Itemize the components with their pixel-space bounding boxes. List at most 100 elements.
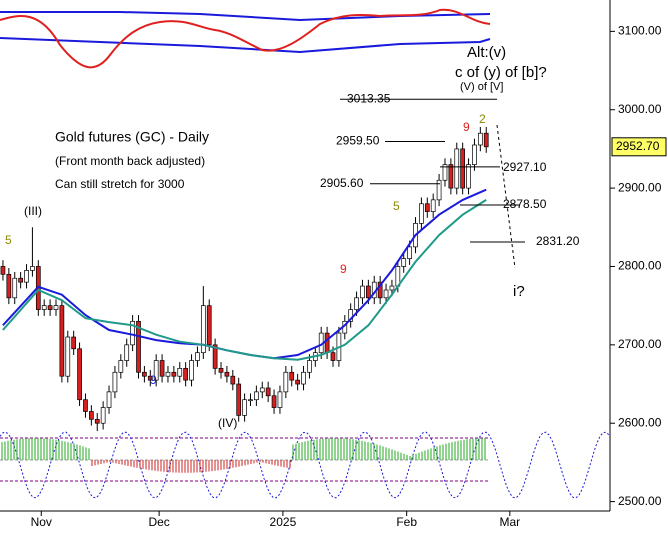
candle-body [248, 399, 253, 402]
candle-body [30, 266, 35, 271]
x-tick-label: Nov [31, 515, 52, 529]
annotation: (III) [24, 204, 42, 218]
candle-body [324, 332, 330, 354]
candle-body [366, 285, 371, 299]
candle-body [348, 309, 354, 322]
candle-body [466, 164, 471, 189]
chart-title: Gold futures (GC) - Daily [55, 129, 209, 145]
candle-body [153, 360, 159, 381]
candle-body [383, 289, 389, 299]
top-indicator [0, 8, 491, 69]
candle-body [53, 305, 59, 310]
candle-body [477, 132, 483, 146]
candle-body [124, 344, 130, 361]
x-tick-label: Mar [499, 515, 520, 529]
candle-body [59, 305, 65, 377]
indicator-line [0, 8, 491, 69]
x-tick-label: Feb [396, 515, 417, 529]
level-label: 3013.35 [347, 91, 391, 105]
candle-body [165, 371, 171, 377]
candle-body [130, 320, 135, 346]
y-tick-label: 3100.00 [618, 24, 662, 38]
candle-body [454, 148, 460, 189]
candle-body [265, 387, 271, 397]
level-label: 2878.50 [503, 197, 547, 211]
x-tick-label: 2025 [270, 515, 297, 529]
candle-body [195, 352, 200, 361]
annotation: 5 [5, 233, 12, 247]
candle-body [419, 203, 424, 224]
candle-body [171, 371, 177, 377]
candle-body [159, 360, 165, 377]
candle-body [100, 407, 106, 424]
level-label: 2831.20 [536, 234, 580, 248]
candle-body [12, 277, 18, 299]
candle-body [354, 297, 359, 310]
candle-body [89, 411, 94, 420]
candle-body [147, 375, 153, 381]
candle-body [47, 305, 53, 310]
level-label: 2959.50 [336, 134, 380, 148]
level-label: 2905.60 [320, 176, 364, 190]
candle-body [307, 360, 312, 373]
annotation: c of (y) of [b]? [455, 64, 547, 81]
candle-body [330, 352, 336, 361]
y-tick-label: 2500.00 [618, 494, 662, 508]
candle-body [118, 360, 124, 373]
annotation: 9 [463, 120, 470, 134]
subtitle: (Front month back adjusted) [55, 154, 205, 168]
candle-body [277, 391, 283, 408]
y-tick-label: 3000.00 [618, 102, 662, 116]
y-tick-label: 2800.00 [618, 259, 662, 273]
candle-body [224, 371, 230, 377]
candle-body [189, 360, 194, 381]
candle-body [242, 399, 247, 416]
cycle-wave [0, 431, 610, 499]
candle-body [460, 148, 466, 189]
candle-body [360, 285, 365, 299]
last-price-box [611, 137, 667, 157]
candle-body [112, 371, 118, 393]
candle-body [236, 383, 242, 416]
annotation: 9 [340, 262, 347, 276]
candle-body [289, 371, 295, 381]
candle-body [442, 164, 448, 181]
candle-body [295, 379, 300, 385]
annotation: 5 [393, 199, 400, 213]
candle-body [407, 246, 412, 259]
candle-body [18, 277, 23, 283]
candle-body [200, 305, 206, 354]
candle-body [301, 371, 306, 385]
level-label: 2927.10 [503, 160, 547, 174]
candle-body [377, 281, 383, 299]
candle-body [389, 285, 395, 291]
y-tick-label: 2900.00 [618, 180, 662, 194]
projection-line [496, 124, 516, 269]
candle-body [0, 266, 6, 275]
annotation: 2 [479, 112, 486, 126]
candle-body [448, 164, 454, 189]
candle-body [71, 336, 77, 350]
moving-average [2, 199, 487, 361]
y-tick-label: 2700.00 [618, 337, 662, 351]
annotation: (IV) [218, 416, 237, 430]
candle-body [401, 258, 407, 267]
y-tick-label: 2600.00 [618, 415, 662, 429]
candle-body [94, 418, 100, 424]
note: Can still stretch for 3000 [55, 177, 185, 191]
candle-body [183, 368, 189, 381]
annotation: Alt:(v) [467, 44, 506, 61]
candle-body [283, 371, 289, 393]
candle-body [24, 270, 29, 283]
candle-body [142, 371, 147, 377]
candle-body [230, 375, 236, 385]
last-price-label: 2952.70 [616, 139, 660, 153]
x-tick-label: Dec [148, 515, 169, 529]
candle-body [106, 391, 112, 408]
candle-body [83, 399, 88, 412]
candle-body [41, 305, 47, 310]
candle-body [212, 344, 218, 369]
annotation: i? [513, 283, 525, 300]
